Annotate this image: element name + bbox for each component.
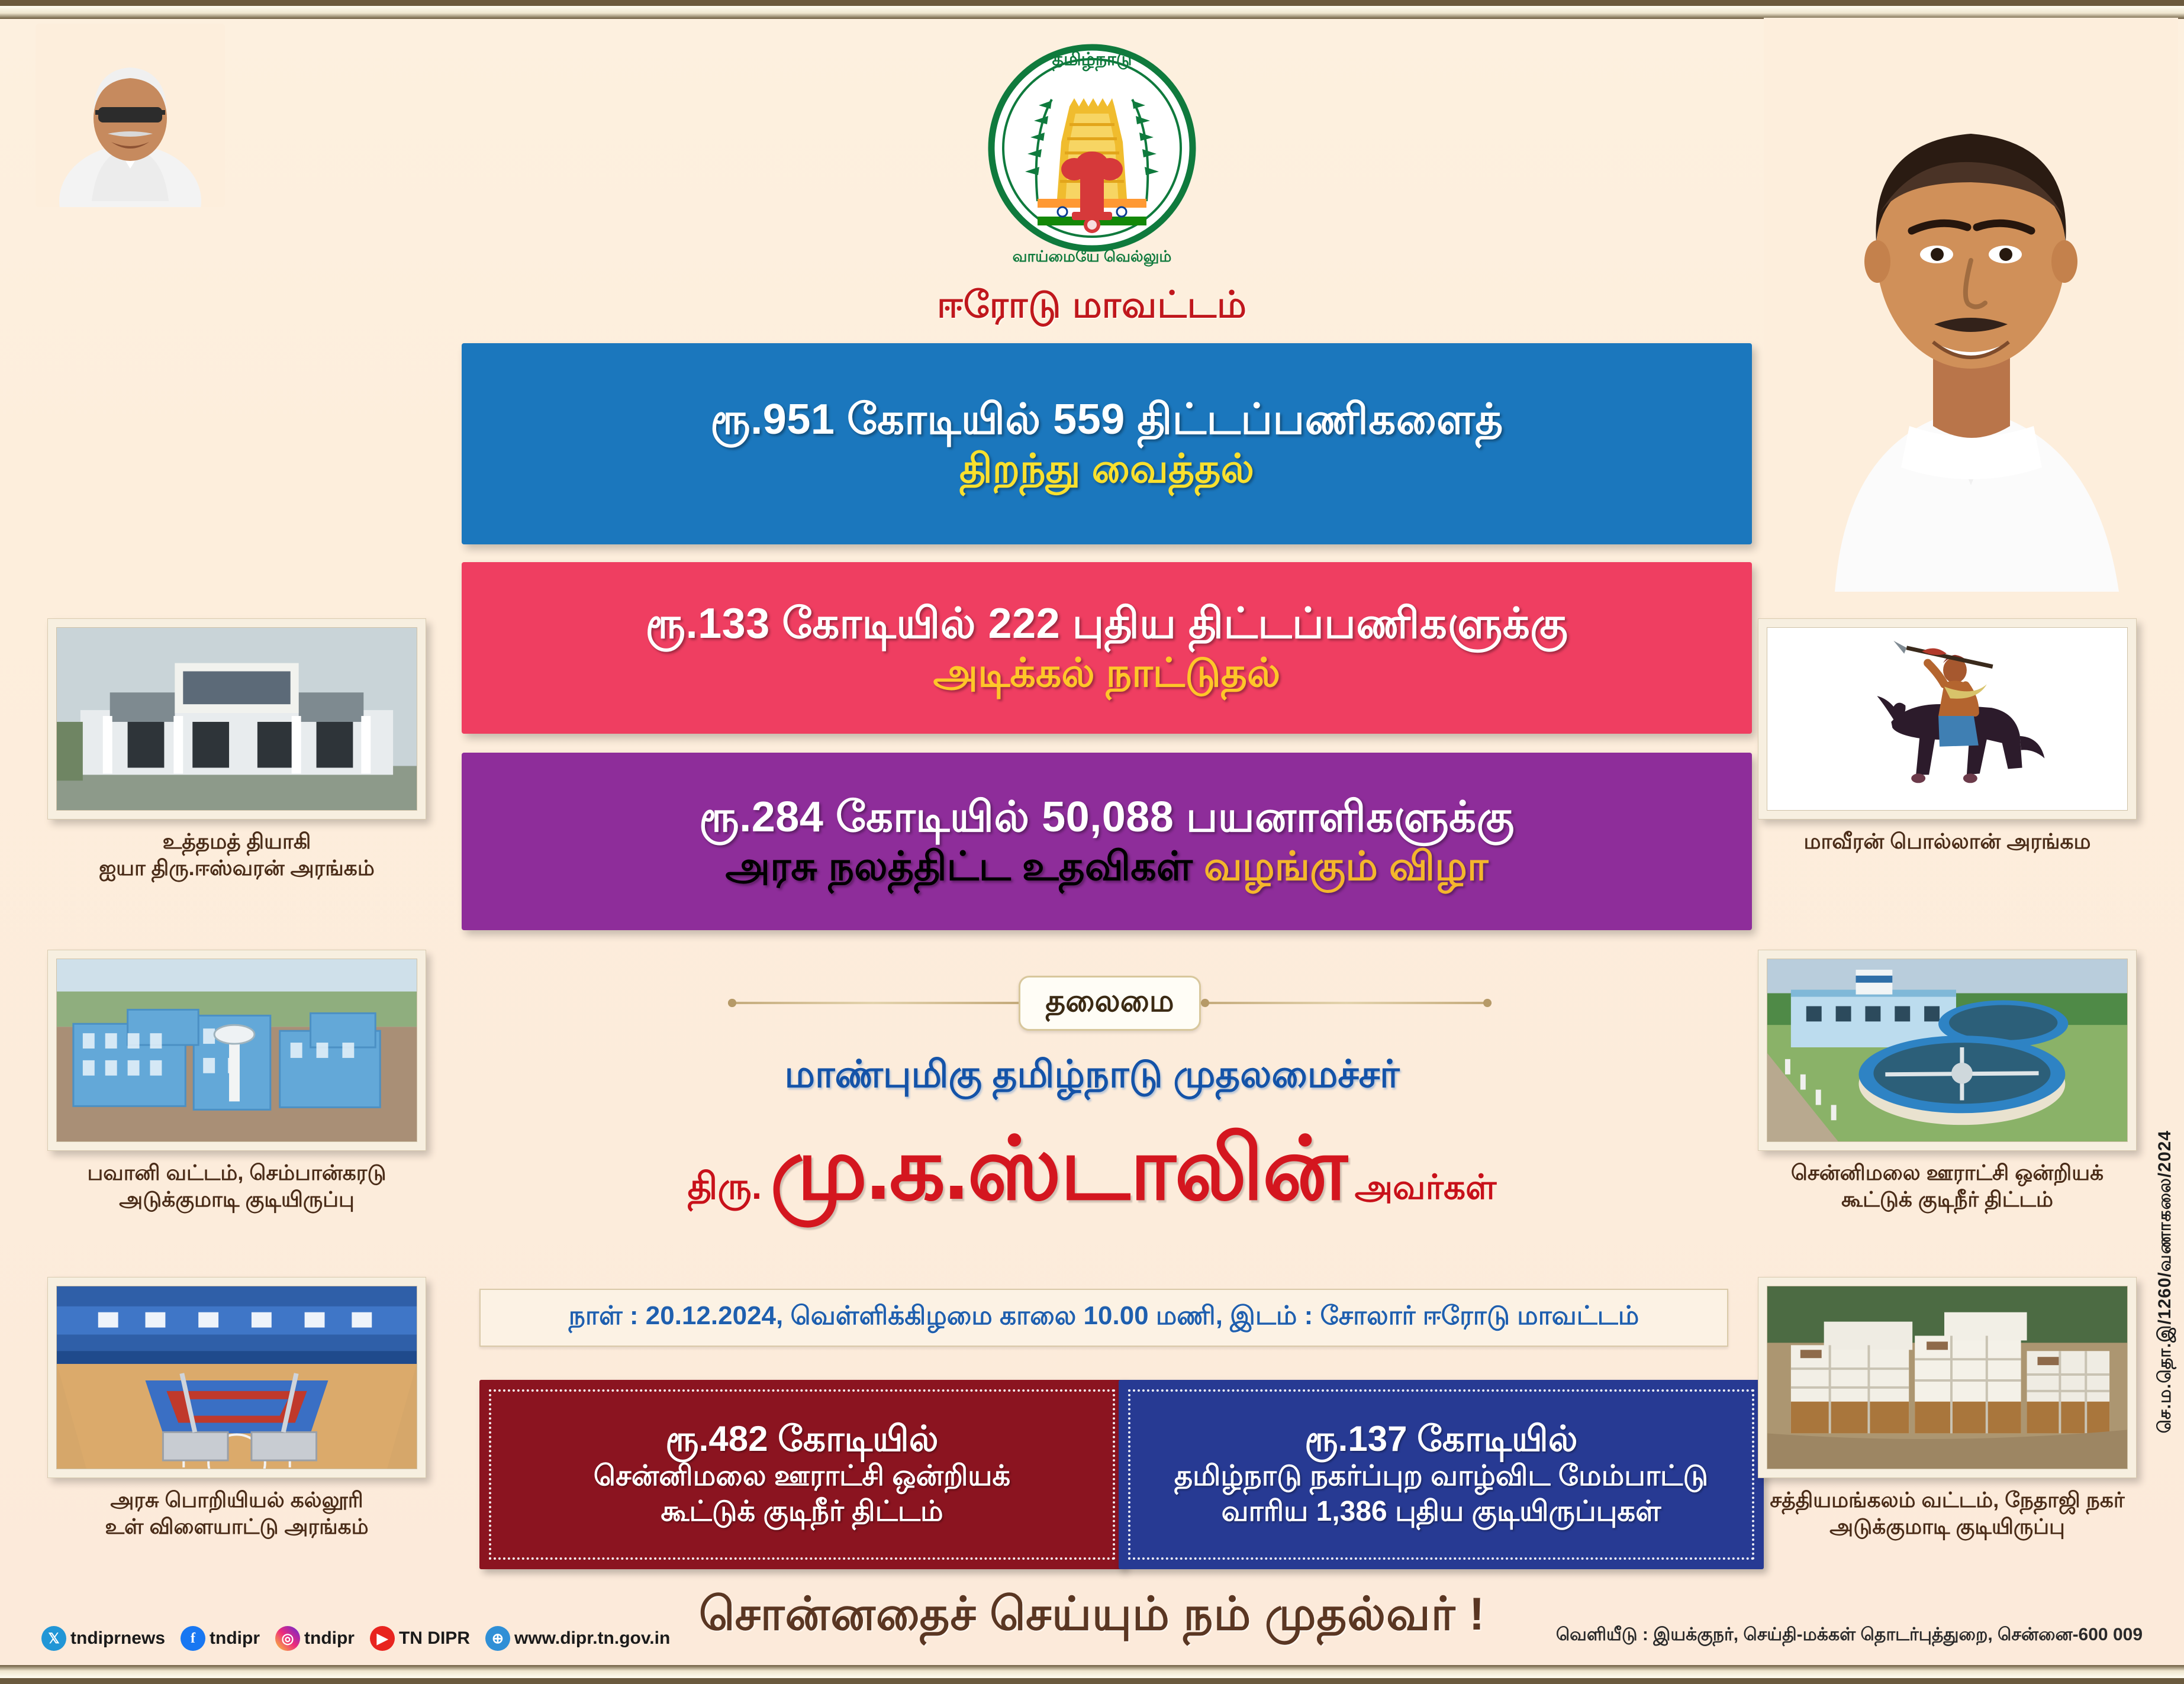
cm-name-suffix: அவர்கள்	[1354, 1168, 1497, 1206]
project-box-urban-housing: ரூ.137 கோடியில் தமிழ்நாடு நகர்ப்புற வாழ்…	[1119, 1380, 1764, 1569]
maaveeran-pollan-warrior-on-horse-illustration	[1767, 627, 2128, 811]
sembankaradu-apartment-housing-photo	[56, 959, 417, 1142]
photo-card-nethaji-nagar-housing: சத்தியமங்கலம் வட்டம், நேதாஜி நகர் அடுக்க…	[1758, 1277, 2137, 1540]
social-link-website[interactable]: ⊕ www.dipr.tn.gov.in	[485, 1626, 670, 1651]
x-twitter-icon: 𝕏	[41, 1626, 66, 1651]
slogan: சொன்னதைச் செய்யும் நம் முதல்வர் !	[698, 1588, 1486, 1640]
event-date-bar: நாள் : 20.12.2024, வெள்ளிக்கிழமை காலை 10…	[479, 1289, 1728, 1347]
government-engineering-college-indoor-stadium-photo	[56, 1286, 417, 1469]
cm-designation: மாண்புமிகு தமிழ்நாடு முதலமைச்சர்	[784, 1053, 1400, 1095]
publication-reference-code: செ.ம.தொ.இ/1260/வணாகலை/2024	[2155, 1130, 2175, 1434]
project-red-desc-line2: கூட்டுக் குடிநீர் திட்டம்	[661, 1496, 943, 1527]
caption-line2: அடுக்குமாடி குடியிருப்பு	[1829, 1514, 2065, 1538]
photo-card-indoor-stadium: அரசு பொறியியல் கல்லூரி உள் விளையாட்டு அர…	[47, 1277, 426, 1540]
social-links-bar: 𝕏 tndiprnews f tndipr ◎ tndipr ▶ TN DIPR…	[41, 1626, 679, 1651]
caption-line2: உள் விளையாட்டு அரங்கம்	[105, 1514, 369, 1538]
social-link-x[interactable]: 𝕏 tndiprnews	[41, 1626, 165, 1651]
chair-pill-label: தலைமை	[1019, 975, 1201, 1031]
announcement-banner-blue: ரூ.951 கோடியில் 559 திட்டப்பணிகளைத் திறந…	[462, 343, 1752, 544]
photo-caption: பவானி வட்டம், செம்பான்கரடு அடுக்குமாடி க…	[47, 1159, 426, 1212]
announcement-banner-pink: ரூ.133 கோடியில் 222 புதிய திட்டப்பணிகளுக…	[462, 562, 1752, 734]
photo-card-maaveeran-pollan: மாவீரன் பொல்லான் அரங்கம	[1758, 618, 2137, 854]
photo-frame	[47, 1277, 426, 1478]
social-handle-instagram: tndipr	[304, 1628, 355, 1648]
banner-purple-line1: ரூ.284 கோடியில் 50,088 பயனாளிகளுக்கு	[699, 793, 1515, 841]
caption-line1: உத்தமத் தியாகி	[162, 829, 311, 853]
photo-card-eswaran-auditorium: உத்தமத் தியாகி ஐயா திரு.ஈஸ்வரன் அரங்கம்	[47, 618, 426, 881]
social-link-youtube[interactable]: ▶ TN DIPR	[369, 1626, 470, 1651]
project-blue-desc-line1: தமிழ்நாடு நகர்ப்புற வாழ்விட மேம்பாட்டு	[1174, 1460, 1709, 1492]
caption-line1: அரசு பொறியியல் கல்லூரி	[110, 1488, 363, 1512]
photo-card-chennimalai-water-plant: சென்னிமலை ஊராட்சி ஒன்றியக் கூட்டுக் குடி…	[1758, 950, 2137, 1212]
banner-purple-line2-plain: அரசு நலத்திட்ட உதவிகள்	[725, 843, 1204, 889]
photo-card-sembankaradu-housing: பவானி வட்டம், செம்பான்கரடு அடுக்குமாடி க…	[47, 950, 426, 1212]
project-red-amount: ரூ.482 கோடியில்	[665, 1419, 939, 1459]
banner-purple-line2: அரசு நலத்திட்ட உதவிகள் வழங்கும் விழா	[726, 843, 1489, 891]
caption-line1: பவானி வட்டம், செம்பான்கரடு	[87, 1160, 386, 1185]
youtube-icon: ▶	[369, 1626, 395, 1651]
publisher-note: வெளியீடு : இயக்குநர், செய்தி-மக்கள் தொடர…	[1555, 1625, 2143, 1644]
social-link-instagram[interactable]: ◎ tndipr	[275, 1626, 355, 1651]
photo-caption: சத்தியமங்கலம் வட்டம், நேதாஜி நகர் அடுக்க…	[1758, 1486, 2137, 1540]
caption-line2: அடுக்குமாடி குடியிருப்பு	[119, 1187, 355, 1211]
cm-name-prefix: திரு.	[687, 1166, 762, 1207]
project-red-desc-line1: சென்னிமலை ஊராட்சி ஒன்றியக்	[593, 1460, 1011, 1492]
facebook-icon: f	[181, 1626, 206, 1651]
photo-caption: மாவீரன் பொல்லான் அரங்கம	[1758, 828, 2137, 854]
banner-pink-line1: ரூ.133 கோடியில் 222 புதிய திட்டப்பணிகளுக…	[645, 599, 1568, 647]
social-handle-facebook: tndipr	[210, 1628, 260, 1648]
tamil-nadu-state-emblem-icon: தமிழ்நாடு வாய்மையே வெல்லும்	[962, 24, 1222, 284]
project-box-water-scheme: ரூ.482 கோடியில் சென்னிமலை ஊராட்சி ஒன்றிய…	[479, 1380, 1125, 1569]
caption-line1: சென்னிமலை ஊராட்சி ஒன்றியக்	[1790, 1160, 2104, 1185]
caption-line1: சத்தியமங்கலம் வட்டம், நேதாஜி நகர்	[1770, 1488, 2125, 1512]
banner-purple-line2-highlight: வழங்கும் விழா	[1203, 843, 1489, 889]
chair-divider: தலைமை	[728, 975, 1492, 1031]
banner-pink-line2: அடிக்கல் நாட்டுதல்	[933, 650, 1281, 695]
photo-caption: அரசு பொறியியல் கல்லூரி உள் விளையாட்டு அர…	[47, 1486, 426, 1540]
project-blue-amount: ரூ.137 கோடியில்	[1304, 1419, 1578, 1459]
cm-name-row: திரு. மு.க.ஸ்டாலின் அவர்கள்	[0, 1125, 2184, 1213]
nethaji-nagar-apartment-housing-photo	[1767, 1286, 2128, 1469]
cm-name: மு.க.ஸ்டாலின்	[770, 1120, 1348, 1218]
district-name: ஈரோடு மாவட்டம்	[937, 285, 1247, 325]
caption-line2: கூட்டுக் குடிநீர் திட்டம்	[1841, 1187, 2053, 1211]
divider-rule-left	[728, 999, 1019, 1007]
mk-stalin-portrait	[1764, 18, 2178, 592]
photo-caption: சென்னிமலை ஊராட்சி ஒன்றியக் கூட்டுக் குடி…	[1758, 1159, 2137, 1212]
website-globe-icon: ⊕	[485, 1626, 510, 1651]
photo-frame	[47, 950, 426, 1151]
photo-frame	[1758, 950, 2137, 1151]
emblem-bottom-text: வாய்மையே வெல்லும்	[1013, 247, 1172, 267]
social-handle-x: tndiprnews	[70, 1628, 166, 1648]
social-handle-youtube: TN DIPR	[398, 1628, 470, 1648]
emblem-top-text: தமிழ்நாடு	[1052, 50, 1132, 72]
karunanidhi-portrait	[36, 24, 225, 207]
photo-frame	[1758, 618, 2137, 820]
caption-line1: மாவீரன் பொல்லான் அரங்கம	[1803, 829, 2091, 853]
social-link-facebook[interactable]: f tndipr	[181, 1626, 260, 1651]
announcement-banner-purple: ரூ.284 கோடியில் 50,088 பயனாளிகளுக்கு அரச…	[462, 753, 1752, 930]
project-blue-desc-line2: வாரிய 1,386 புதிய குடியிருப்புகள்	[1221, 1496, 1661, 1527]
caption-line2: ஐயா திரு.ஈஸ்வரன் அரங்கம்	[99, 856, 375, 880]
eswaran-auditorium-building-photo	[56, 627, 417, 811]
banner-blue-line2: திறந்து வைத்தல்	[959, 446, 1254, 491]
banner-blue-line1: ரூ.951 கோடியில் 559 திட்டப்பணிகளைத்	[710, 395, 1503, 443]
divider-rule-right	[1200, 999, 1492, 1007]
photo-frame	[47, 618, 426, 820]
instagram-icon: ◎	[275, 1626, 300, 1651]
photo-caption: உத்தமத் தியாகி ஐயா திரு.ஈஸ்வரன் அரங்கம்	[47, 828, 426, 881]
chennimalai-combined-water-supply-plant-photo	[1767, 959, 2128, 1142]
photo-frame	[1758, 1277, 2137, 1478]
social-handle-website: www.dipr.tn.gov.in	[514, 1628, 671, 1648]
